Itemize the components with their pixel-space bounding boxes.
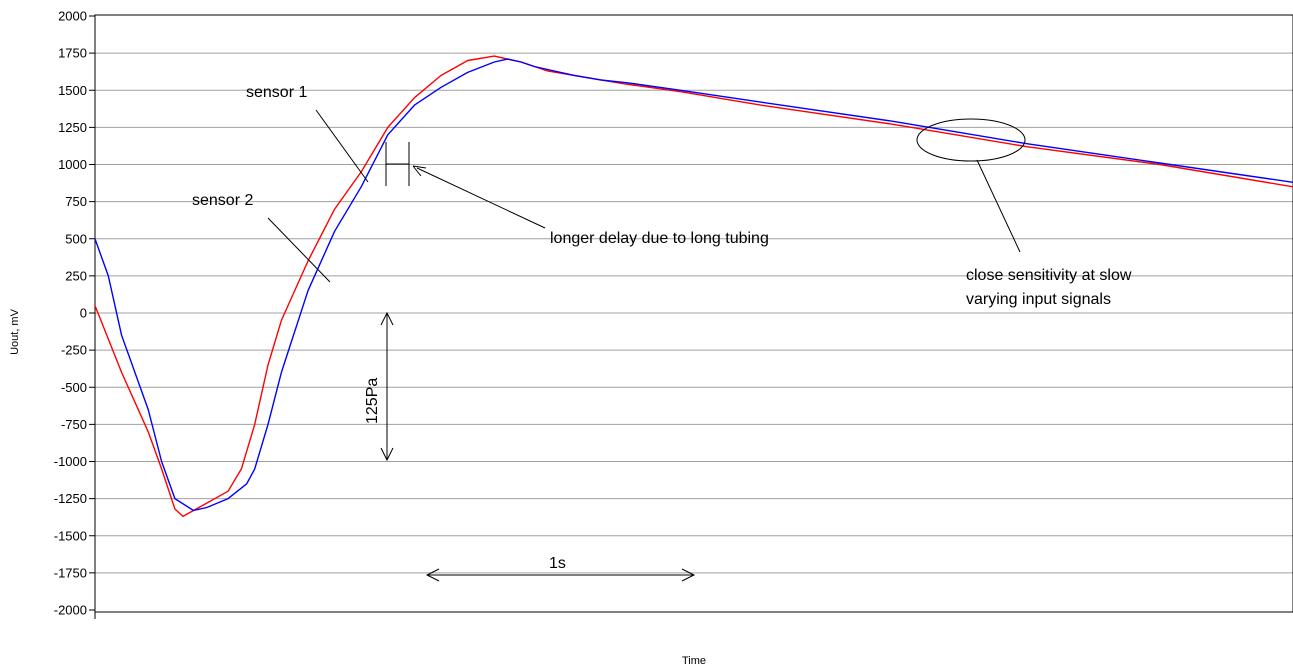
y-tick-label: -1250 (54, 491, 87, 506)
delay-annotation: longer delay due to long tubing (550, 230, 769, 247)
y-tick-label: 1250 (58, 120, 87, 135)
y-tick-label: 1500 (58, 83, 87, 98)
sensitivity-ellipse (916, 118, 1026, 162)
sensor-1-label: sensor 1 (246, 84, 307, 101)
y-axis-title: Uout, mV (9, 308, 21, 355)
y-tick-label: 1000 (58, 157, 87, 172)
y-tick-label: -1750 (54, 565, 87, 580)
y-tick-label: 500 (65, 231, 87, 246)
delay-arrow-head (412, 165, 427, 177)
y-axis-ticks: 2000 1750 1500 1250 1000 750 500 250 0 -250 -500 -7… (54, 9, 95, 618)
time-scale-label: 1s (549, 555, 566, 572)
x-axis-title: Time (682, 655, 706, 666)
pressure-scale-arrow-top (380, 311, 394, 326)
sensor-2-leader (267, 217, 331, 283)
pressure-scale-label: 125Pa (364, 378, 381, 424)
series-group (94, 55, 1293, 518)
y-tick-label: -1500 (54, 528, 87, 543)
sensitivity-annotation-line1: close sensitivity at slow (966, 267, 1132, 284)
sensitivity-annotation-line2: varying input signals (966, 291, 1111, 308)
y-tick-label: -1000 (54, 454, 87, 469)
y-tick-label: 2000 (58, 9, 87, 24)
y-tick-label: 750 (65, 194, 87, 209)
y-tick-label: -500 (61, 380, 87, 395)
y-tick-label: 1750 (58, 46, 87, 61)
y-tick-label: 250 (65, 268, 87, 283)
time-scale-arrow-right (681, 568, 696, 582)
delay-arrow-line (416, 167, 546, 229)
y-tick-label: -250 (61, 343, 87, 358)
pressure-scale-arrow-bottom (380, 447, 394, 462)
time-scale-arrow-left (425, 568, 440, 582)
grid-lines (95, 52, 1293, 574)
sensor-2-label: sensor 2 (192, 192, 253, 209)
sensitivity-leader (976, 159, 1021, 253)
y-tick-label: -750 (61, 417, 87, 432)
sensor-1-leader (315, 109, 369, 183)
series-line-2 (94, 58, 1293, 512)
plot-frame (94, 14, 1293, 613)
y-tick-label: -2000 (54, 603, 87, 618)
series-line-1 (94, 55, 1293, 518)
y-tick-label: 0 (80, 306, 87, 321)
